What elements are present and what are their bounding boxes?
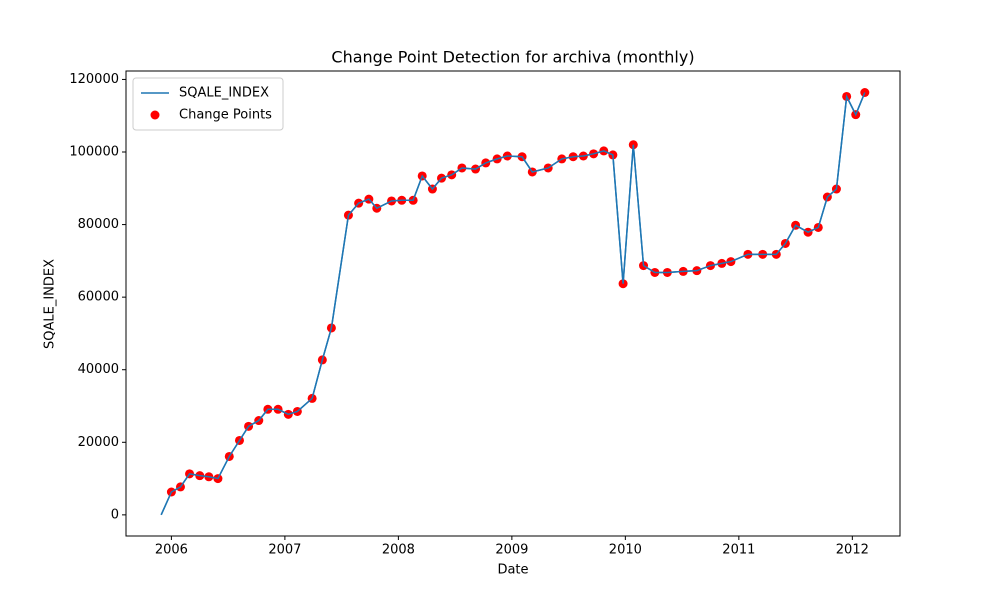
x-tick-label: 2010: [609, 543, 642, 558]
x-tick-label: 2008: [382, 543, 415, 558]
x-tick-label: 2007: [268, 543, 301, 558]
y-tick-label: 120000: [69, 72, 119, 87]
x-tick-label: 2006: [155, 543, 188, 558]
data-line: [160, 92, 866, 516]
y-tick-label: 100000: [69, 145, 119, 160]
y-axis-label: SQALE_INDEX: [43, 259, 58, 349]
legend-label: SQALE_INDEX: [179, 86, 269, 101]
plot-frame: [125, 70, 901, 537]
legend-box: [132, 77, 284, 131]
y-tick-label: 20000: [78, 435, 119, 450]
y-tick-label: 0: [111, 507, 119, 522]
x-tick-label: 2011: [722, 543, 755, 558]
y-tick-label: 80000: [78, 217, 119, 232]
x-tick-label: 2012: [836, 543, 869, 558]
x-axis-label: Date: [497, 563, 528, 578]
legend-label: Change Points: [179, 108, 272, 123]
y-tick-label: 40000: [78, 362, 119, 377]
x-tick-label: 2009: [495, 543, 528, 558]
legend-marker: [150, 110, 160, 120]
y-tick-label: 60000: [78, 290, 119, 305]
chart-title: Change Point Detection for archiva (mont…: [331, 48, 694, 67]
